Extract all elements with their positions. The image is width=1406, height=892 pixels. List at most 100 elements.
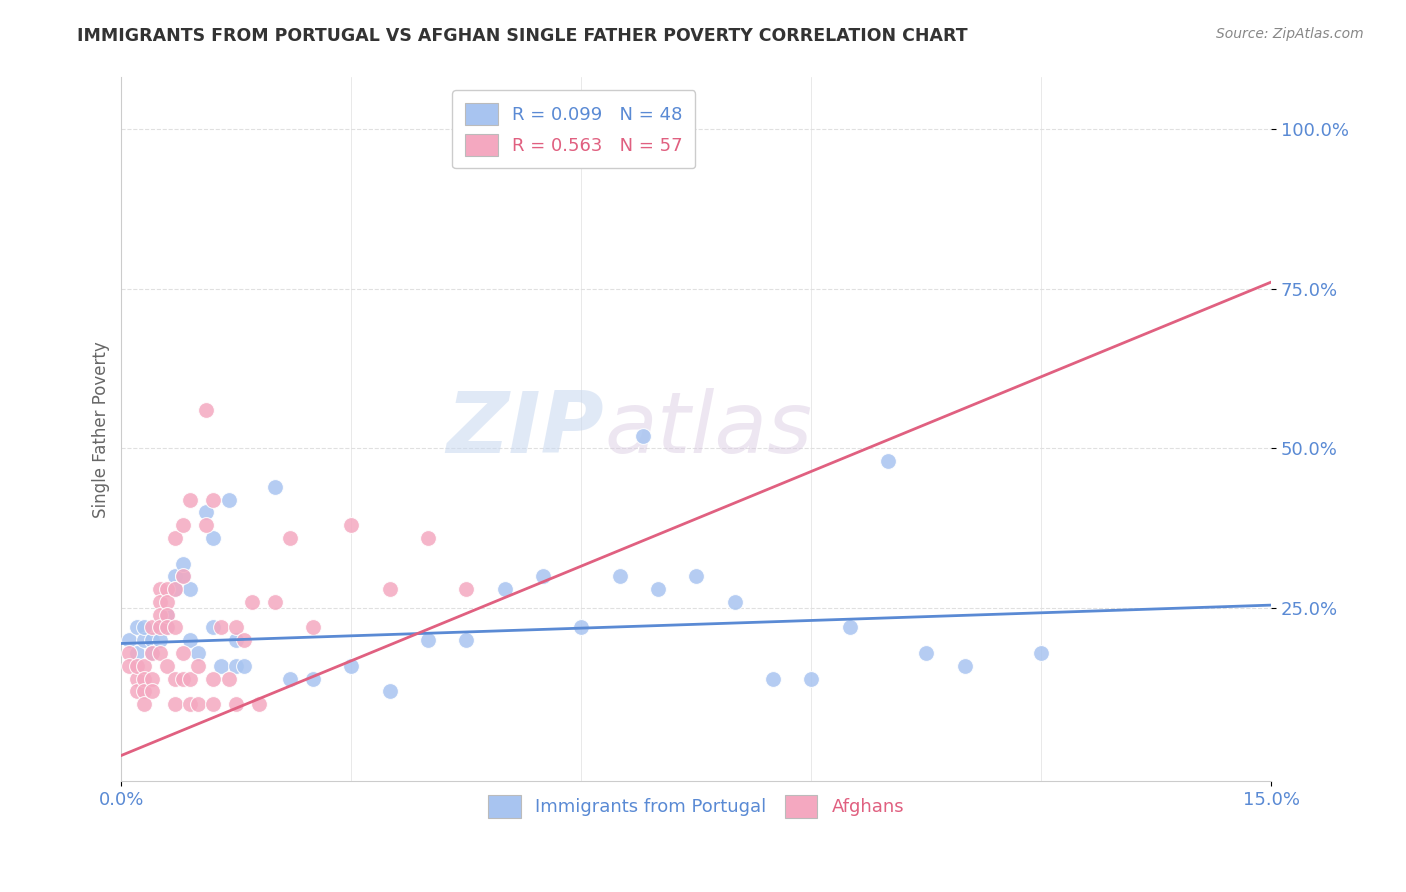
Text: Source: ZipAtlas.com: Source: ZipAtlas.com	[1216, 27, 1364, 41]
Point	[134, 633, 156, 648]
Point	[179, 582, 201, 596]
Point	[156, 582, 179, 596]
Point	[134, 658, 156, 673]
Legend: Immigrants from Portugal, Afghans: Immigrants from Portugal, Afghans	[481, 789, 911, 825]
Point	[141, 646, 163, 660]
Point	[302, 620, 325, 634]
Point	[179, 492, 201, 507]
Point	[149, 620, 172, 634]
Point	[149, 633, 172, 648]
Point	[225, 633, 247, 648]
Text: ZIP: ZIP	[447, 388, 605, 471]
Point	[156, 607, 179, 622]
Point	[225, 698, 247, 712]
Point	[194, 505, 217, 519]
Point	[149, 607, 172, 622]
Y-axis label: Single Father Poverty: Single Father Poverty	[93, 341, 110, 517]
Point	[263, 480, 285, 494]
Point	[416, 531, 439, 545]
Point	[172, 646, 194, 660]
Point	[302, 672, 325, 686]
Point	[838, 620, 860, 634]
Point	[165, 672, 187, 686]
Point	[179, 633, 201, 648]
Point	[156, 620, 179, 634]
Point	[456, 633, 478, 648]
Point	[762, 672, 785, 686]
Point	[149, 646, 172, 660]
Point	[172, 569, 194, 583]
Point	[172, 569, 194, 583]
Point	[125, 684, 148, 698]
Point	[172, 672, 194, 686]
Point	[647, 582, 669, 596]
Point	[172, 518, 194, 533]
Point	[118, 658, 141, 673]
Point	[225, 658, 247, 673]
Point	[156, 607, 179, 622]
Point	[662, 121, 685, 136]
Point	[118, 646, 141, 660]
Point	[569, 620, 592, 634]
Point	[915, 646, 938, 660]
Point	[134, 620, 156, 634]
Point	[187, 698, 209, 712]
Point	[194, 403, 217, 417]
Point	[134, 698, 156, 712]
Point	[141, 684, 163, 698]
Point	[416, 633, 439, 648]
Point	[179, 698, 201, 712]
Point	[202, 672, 225, 686]
Point	[156, 595, 179, 609]
Point	[187, 646, 209, 660]
Point	[125, 646, 148, 660]
Point	[141, 633, 163, 648]
Point	[165, 531, 187, 545]
Point	[125, 672, 148, 686]
Point	[194, 518, 217, 533]
Point	[156, 658, 179, 673]
Point	[953, 658, 976, 673]
Point	[1031, 646, 1053, 660]
Point	[141, 672, 163, 686]
Point	[263, 595, 285, 609]
Point	[134, 684, 156, 698]
Point	[165, 698, 187, 712]
Point	[876, 454, 898, 468]
Point	[456, 582, 478, 596]
Point	[209, 658, 232, 673]
Point	[141, 620, 163, 634]
Point	[149, 595, 172, 609]
Text: IMMIGRANTS FROM PORTUGAL VS AFGHAN SINGLE FATHER POVERTY CORRELATION CHART: IMMIGRANTS FROM PORTUGAL VS AFGHAN SINGL…	[77, 27, 967, 45]
Point	[165, 582, 187, 596]
Text: atlas: atlas	[605, 388, 813, 471]
Point	[218, 492, 240, 507]
Point	[202, 698, 225, 712]
Point	[340, 658, 363, 673]
Point	[278, 531, 301, 545]
Point	[209, 620, 232, 634]
Point	[494, 582, 516, 596]
Point	[378, 582, 401, 596]
Point	[149, 620, 172, 634]
Point	[125, 620, 148, 634]
Point	[118, 633, 141, 648]
Point	[172, 557, 194, 571]
Point	[218, 672, 240, 686]
Point	[685, 569, 707, 583]
Point	[202, 531, 225, 545]
Point	[179, 672, 201, 686]
Point	[149, 582, 172, 596]
Point	[631, 428, 654, 442]
Point	[134, 672, 156, 686]
Point	[531, 569, 554, 583]
Point	[165, 569, 187, 583]
Point	[378, 684, 401, 698]
Point	[247, 698, 270, 712]
Point	[340, 518, 363, 533]
Point	[233, 658, 256, 673]
Point	[225, 620, 247, 634]
Point	[125, 658, 148, 673]
Point	[156, 620, 179, 634]
Point	[141, 646, 163, 660]
